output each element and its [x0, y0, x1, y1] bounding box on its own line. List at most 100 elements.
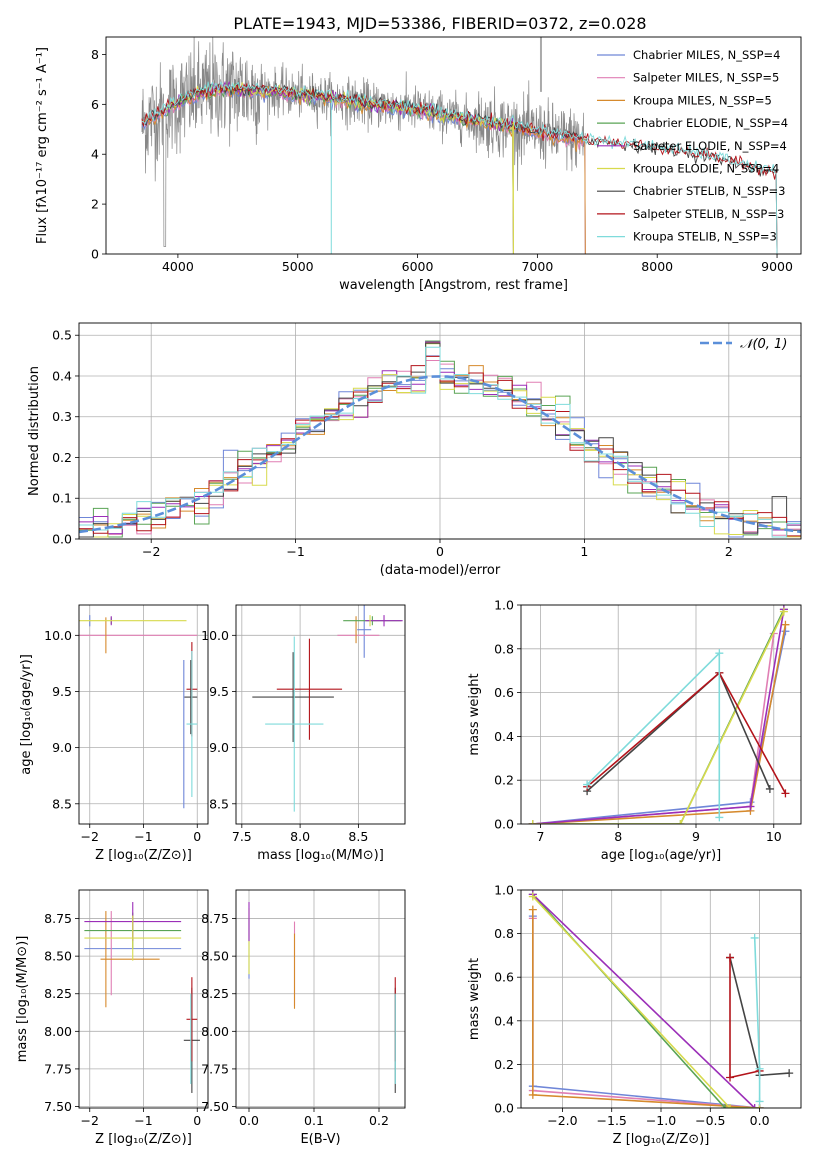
- plot-frame: [520, 889, 802, 1109]
- y-tick-label: 0.4: [52, 368, 72, 383]
- plot-frame: [520, 604, 802, 825]
- marker-plus: [781, 789, 790, 798]
- y-tick-label: 8.5: [52, 796, 72, 811]
- x-tick-label: 7000: [521, 259, 553, 274]
- series-line: [532, 895, 760, 1108]
- y-axis-label: Flux [fλ10⁻¹⁷ erg cm⁻² s⁻¹ A⁻¹]: [35, 47, 50, 244]
- x-tick-label: 10: [766, 829, 782, 844]
- y-tick-label: 8.25: [201, 986, 229, 1001]
- y-axis-label: age [log₁₀(age/yr)]: [19, 654, 34, 775]
- legend: Chabrier MILES, N_SSP=4 Salpeter MILES, N…: [597, 48, 788, 244]
- y-tick-label: 9.0: [52, 740, 72, 755]
- plot-content: [252, 605, 403, 812]
- y-tick-label: 0.5: [52, 328, 72, 343]
- marker-plus: [726, 953, 735, 962]
- marker-plus: [715, 649, 724, 658]
- marker-plus: [528, 892, 537, 901]
- y-tick-label: 2: [91, 197, 99, 212]
- marker-plus: [755, 1097, 764, 1106]
- legend-entry: Chabrier ELODIE, N_SSP=4: [633, 116, 788, 130]
- x-axis-label: wavelength [Angstrom, rest frame]: [339, 278, 568, 293]
- x-tick-label: −2: [81, 1113, 99, 1128]
- plot-frame: [78, 322, 802, 540]
- panel-mass_vs_Z: −2 −1 0 7.50 7.75 8.00 8.25 8.50 8.75 Z [log₁₀(Z/…: [15, 889, 209, 1147]
- figure-title: PLATE=1943, MJD=53386, FIBERID=0372, z=0…: [233, 14, 646, 33]
- legend-entry: Salpeter STELIB, N_SSP=3: [633, 207, 784, 221]
- legend-entry: Chabrier STELIB, N_SSP=3: [633, 184, 785, 198]
- y-axis-label: mass weight: [467, 673, 482, 755]
- x-axis-label: Z [log₁₀(Z/Z⊙)]: [95, 1132, 192, 1147]
- y-tick-label: 0.0: [52, 532, 72, 547]
- plot-content: [528, 605, 790, 824]
- panel-residuals: −2 −1 0 1 2 0.0 0.1 0.2 0.3 0.4 0.5 (data-model)/er…: [27, 322, 802, 578]
- x-tick-label: 7.5: [232, 829, 252, 844]
- plot-frame: [78, 604, 209, 825]
- plot-content: [248, 902, 396, 1093]
- y-tick-label: 0.2: [494, 773, 514, 788]
- plot-area: [236, 605, 405, 824]
- y-tick-label: 1.0: [494, 598, 514, 613]
- x-axis-label: E(B-V): [300, 1132, 340, 1147]
- y-tick-label: 4: [91, 147, 99, 162]
- normal-curve: [79, 375, 801, 534]
- x-tick-label: 0.0: [750, 1113, 770, 1128]
- legend-entry: Salpeter ELODIE, N_SSP=4: [633, 139, 787, 153]
- marker-plus: [765, 784, 774, 793]
- series-line: [532, 893, 760, 1108]
- y-tick-label: 0.8: [494, 926, 514, 941]
- x-tick-label: −2.0: [547, 1113, 577, 1128]
- y-tick-label: 9.0: [209, 740, 229, 755]
- y-tick-label: 8.25: [44, 986, 72, 1001]
- legend-entry: Salpeter MILES, N_SSP=5: [633, 71, 779, 85]
- x-tick-label: 1: [580, 544, 588, 559]
- series-kroupa-elodie: [528, 607, 788, 824]
- y-tick-label: 8.75: [44, 911, 72, 926]
- x-axis-label: mass [log₁₀(M/M⊙)]: [257, 848, 384, 863]
- y-tick-label: 8.00: [44, 1024, 72, 1039]
- x-tick-label: 0: [436, 544, 444, 559]
- y-tick-label: 0.6: [494, 970, 514, 985]
- panel-age_vs_Z: −2 −1 0 8.5 9.0 9.5 10.0 Z [log₁₀(Z/Z⊙)] age [lo…: [19, 604, 209, 863]
- x-tick-label: 0.2: [369, 1113, 389, 1128]
- y-tick-label: 0.6: [494, 685, 514, 700]
- plot-frame: [78, 889, 209, 1109]
- plot-frame: [235, 604, 406, 825]
- marker-plus: [528, 1090, 537, 1099]
- y-axis-label: mass weight: [467, 958, 482, 1040]
- y-tick-label: 0.1: [52, 491, 72, 506]
- x-tick-label: −0.5: [695, 1113, 725, 1128]
- legend-entry: Kroupa MILES, N_SSP=5: [633, 93, 772, 107]
- plot-frame: [235, 889, 406, 1109]
- errorbar-point: [357, 605, 372, 658]
- y-tick-label: 0.8: [494, 641, 514, 656]
- plot-content: [84, 902, 200, 1093]
- x-tick-label: −1: [286, 544, 304, 559]
- errorbar-point: [186, 651, 198, 798]
- marker-plus: [583, 780, 592, 789]
- y-tick-label: 0.3: [52, 409, 72, 424]
- x-axis-label: Z [log₁₀(Z/Z⊙)]: [95, 848, 192, 863]
- panel-weight_vs_Z: −2.0 −1.5 −1.0 −0.5 0.0 0.0 0.2 0.4 0.6 0.8 1.0 Z […: [467, 883, 802, 1147]
- plot-area: [521, 605, 801, 824]
- x-tick-label: 4000: [162, 259, 194, 274]
- y-tick-label: 7.50: [201, 1099, 229, 1114]
- x-tick-label: 0.1: [304, 1113, 324, 1128]
- errorbar-point: [84, 915, 182, 961]
- y-tick-label: 8.50: [201, 949, 229, 964]
- y-tick-label: 8.5: [209, 796, 229, 811]
- legend-entry: Chabrier MILES, N_SSP=4: [633, 48, 780, 62]
- marker-plus: [781, 620, 790, 629]
- x-tick-label: 9: [692, 829, 700, 844]
- y-tick-label: 6: [91, 97, 99, 112]
- panel-age_vs_mass: 7.5 8.0 8.5 8.5 9.0 9.5 10.0 mass [log₁₀(M/M⊙)]: [201, 604, 406, 863]
- errorbar-point: [186, 977, 198, 1062]
- x-tick-label: 8: [614, 829, 622, 844]
- errorbar-point: [276, 638, 343, 740]
- x-tick-label: −2: [142, 544, 160, 559]
- y-tick-label: 0.2: [52, 450, 72, 465]
- marker-plus: [726, 1104, 735, 1108]
- series-line: [532, 611, 785, 824]
- y-tick-label: 0.0: [494, 1101, 514, 1116]
- marker-plus: [750, 933, 759, 942]
